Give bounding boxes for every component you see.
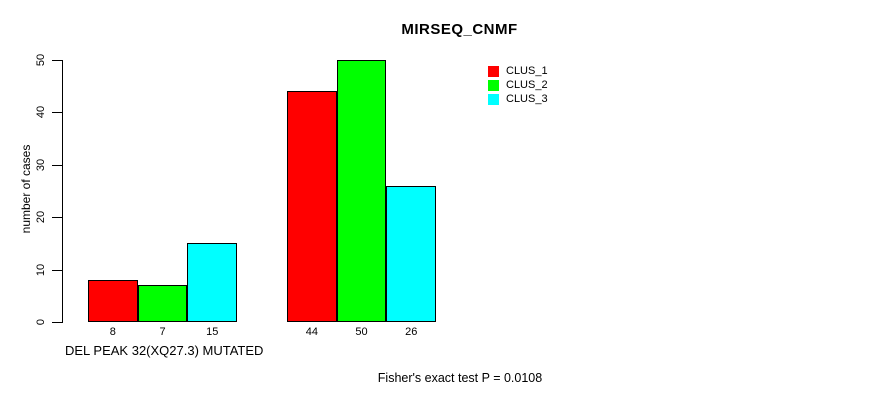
y-tick-label: 0 xyxy=(35,318,47,326)
footnote: Fisher's exact test P = 0.0108 xyxy=(377,371,543,385)
legend-item: CLUS_2 xyxy=(488,78,548,92)
y-tick-label: 50 xyxy=(35,53,47,67)
bar-value-label: 15 xyxy=(206,326,219,338)
y-axis-label: number of cases xyxy=(19,144,33,234)
bar xyxy=(287,91,337,322)
y-tick-label: 20 xyxy=(35,211,47,224)
bar-value-label: 7 xyxy=(159,326,166,338)
bar xyxy=(88,280,138,322)
y-tick xyxy=(52,322,62,323)
bar-value-label: 26 xyxy=(405,326,418,338)
legend-swatch xyxy=(488,93,499,105)
bar-value-label: 50 xyxy=(355,326,368,338)
bar-value-label: 8 xyxy=(109,326,116,338)
bar xyxy=(187,243,238,322)
legend-item: CLUS_1 xyxy=(488,64,548,78)
y-tick xyxy=(52,164,62,166)
legend-label: CLUS_1 xyxy=(506,65,548,77)
y-tick xyxy=(52,112,62,114)
bar xyxy=(137,285,188,322)
x-axis-group-label: DEL PEAK 32(XQ27.3) MUTATED xyxy=(65,343,264,358)
y-tick xyxy=(52,60,62,61)
legend-label: CLUS_2 xyxy=(506,79,548,91)
y-tick xyxy=(52,217,62,219)
y-tick-label: 10 xyxy=(35,263,47,276)
chart-title: MIRSEQ_CNMF xyxy=(401,21,518,38)
legend-swatch xyxy=(488,65,499,77)
legend-label: CLUS_3 xyxy=(506,93,548,105)
bar-value-label: 44 xyxy=(305,326,318,338)
bar xyxy=(386,185,437,322)
y-axis-line xyxy=(62,60,63,323)
bar xyxy=(336,60,387,322)
y-tick xyxy=(52,269,62,271)
y-tick-label: 30 xyxy=(35,158,47,171)
legend-swatch xyxy=(488,79,499,91)
legend: CLUS_1 CLUS_2 CLUS_3 xyxy=(488,64,548,106)
legend-item: CLUS_3 xyxy=(488,92,548,106)
y-tick-label: 40 xyxy=(35,106,47,119)
